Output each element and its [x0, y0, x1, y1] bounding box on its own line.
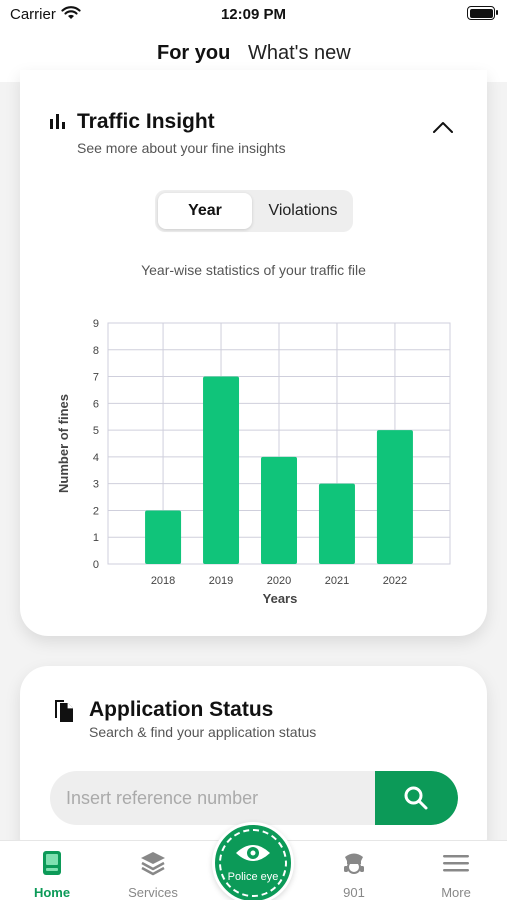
home-icon: [43, 851, 61, 875]
tab-for-you[interactable]: For you: [157, 42, 231, 64]
bar-2019: [203, 376, 240, 564]
nav-901[interactable]: 901: [314, 841, 394, 900]
chart-mode-segmented-control: Year Violations: [155, 190, 353, 232]
traffic-insight-title: Traffic Insight: [77, 110, 215, 133]
y-tick-label: 5: [93, 425, 99, 437]
tab-whats-new[interactable]: What's new: [248, 42, 351, 64]
search-icon: [404, 786, 428, 810]
documents-icon: [55, 700, 73, 722]
y-axis-label: Number of fines: [56, 394, 71, 493]
bar-2021: [318, 483, 355, 564]
menu-icon: [443, 855, 469, 872]
y-tick-label: 6: [93, 398, 99, 410]
y-tick-label: 0: [93, 559, 99, 571]
application-status-card: Application Status Search & find your ap…: [20, 666, 487, 866]
clock: 12:09 PM: [220, 6, 287, 23]
bar-2022: [376, 430, 413, 564]
nav-services[interactable]: Services: [113, 841, 193, 900]
bar-2018: [145, 510, 182, 564]
search-button[interactable]: [375, 771, 458, 825]
wifi-icon: [61, 6, 81, 19]
police-eye-label: Police eye: [227, 871, 279, 883]
battery-icon: [467, 6, 498, 20]
status-bar: Carrier 12:09 PM: [0, 0, 507, 30]
eye-icon: [236, 845, 270, 861]
application-status-subtitle: Search & find your application status: [89, 724, 317, 740]
traffic-insight-subtitle: See more about your fine insights: [77, 140, 286, 156]
police-eye-ring: [219, 829, 287, 897]
bar-chart-icon: [50, 114, 65, 129]
x-tick-label: 2021: [325, 575, 349, 587]
y-tick-label: 8: [93, 345, 99, 357]
segment-violations[interactable]: Violations: [268, 202, 338, 219]
reference-search-box: [50, 771, 458, 825]
x-tick-label: 2022: [383, 575, 407, 587]
x-tick-label: 2020: [267, 575, 291, 587]
bar-2020: [261, 456, 297, 564]
police-eye-button[interactable]: Police eye: [212, 822, 294, 900]
y-tick-label: 7: [93, 372, 99, 384]
application-status-title: Application Status: [89, 698, 274, 721]
nav-home[interactable]: Home: [12, 841, 92, 900]
fines-bar-chart: 0 1 2 3 4 5 6 7 8 9 2018 2019 2020 2021 2022 Years Numbe…: [56, 318, 451, 606]
y-tick-label: 4: [93, 452, 99, 464]
y-tick-label: 2: [93, 505, 99, 517]
police-officer-icon: [344, 853, 364, 874]
carrier-label: Carrier: [10, 6, 56, 23]
segment-year[interactable]: Year: [158, 193, 252, 229]
chart-caption: Year-wise statistics of your traffic fil…: [141, 262, 366, 278]
nav-more-label: More: [441, 885, 471, 900]
chevron-up-icon[interactable]: [432, 120, 454, 134]
nav-901-label: 901: [343, 885, 365, 900]
nav-more[interactable]: More: [416, 841, 496, 900]
traffic-insight-card: 0 1 2 3 4 5 6 7 8 9 2018 2019 2020 2021 2022 Years Numbe…: [20, 70, 487, 636]
x-tick-label: 2018: [151, 575, 175, 587]
y-tick-label: 3: [93, 479, 99, 491]
nav-services-label: Services: [128, 885, 178, 900]
x-tick-label: 2019: [209, 575, 233, 587]
x-axis-label: Years: [263, 591, 298, 606]
layers-icon: [141, 852, 165, 876]
y-tick-label: 9: [93, 318, 99, 330]
y-tick-label: 1: [93, 532, 99, 544]
nav-home-label: Home: [33, 885, 71, 900]
reference-number-input[interactable]: [50, 771, 375, 825]
